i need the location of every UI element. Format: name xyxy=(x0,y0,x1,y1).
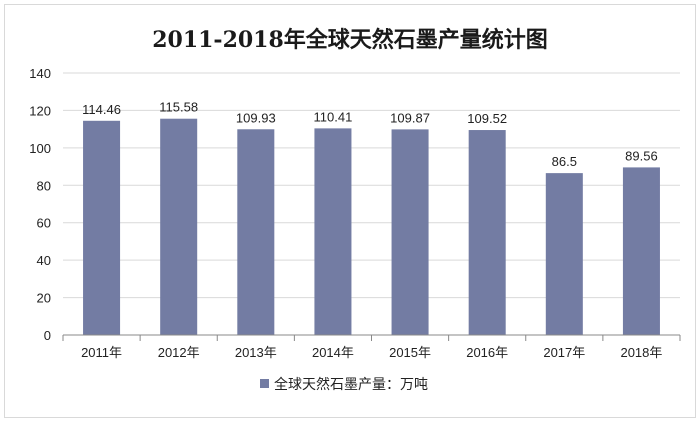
y-tick-label: 40 xyxy=(37,253,51,268)
x-tick-label: 2017年 xyxy=(543,345,585,360)
legend-label: 全球天然石墨产量：万吨 xyxy=(274,376,428,393)
bar xyxy=(314,128,352,335)
bar xyxy=(237,129,275,335)
y-tick-label: 140 xyxy=(29,66,51,81)
y-tick-label: 20 xyxy=(37,291,51,306)
bar xyxy=(83,120,121,335)
data-label: 114.46 xyxy=(82,102,121,117)
x-tick-label: 2015年 xyxy=(389,345,431,360)
bar xyxy=(622,167,660,335)
data-label: 89.56 xyxy=(625,148,658,163)
bar xyxy=(391,129,429,335)
data-label: 86.5 xyxy=(552,154,577,169)
y-tick-label: 0 xyxy=(44,328,51,343)
y-tick-label: 100 xyxy=(29,141,51,156)
chart-canvas: 2011-2018年全球天然石墨产量统计图 114.46 115.58 109.93… xyxy=(29,27,681,393)
x-tick-label: 2013年 xyxy=(235,345,277,360)
y-tick-label: 80 xyxy=(37,178,51,193)
bar xyxy=(160,118,198,335)
chart-frame: 2011-2018年全球天然石墨产量统计图 114.46 115.58 109.93… xyxy=(4,4,696,418)
bars-layer xyxy=(83,118,660,335)
y-tick-label: 120 xyxy=(29,103,51,118)
x-tick-label: 2016年 xyxy=(466,345,508,360)
legend: 全球天然石墨产量：万吨 xyxy=(260,376,428,393)
bar xyxy=(545,173,583,335)
y-tick-label: 60 xyxy=(37,216,51,231)
x-tick-label: 2018年 xyxy=(620,345,662,360)
bar xyxy=(468,130,506,335)
x-tick-label: 2012年 xyxy=(158,345,200,360)
data-label: 110.41 xyxy=(314,109,353,124)
x-axis: 2011年 2012年 2013年 2014年 2015年 2016年 2017年 2018年 xyxy=(62,334,681,360)
chart-title: 2011-2018年全球天然石墨产量统计图 xyxy=(152,27,548,53)
data-label: 115.58 xyxy=(159,100,198,115)
data-label: 109.93 xyxy=(236,110,276,125)
x-tick-label: 2011年 xyxy=(81,345,122,360)
x-tick-label: 2014年 xyxy=(312,345,354,360)
y-axis: 0 20 40 60 80 100 120 140 xyxy=(29,66,51,343)
data-labels-layer: 114.46 115.58 109.93 110.41 109.87 109.52 86.5… xyxy=(82,100,658,169)
data-label: 109.87 xyxy=(390,110,430,125)
legend-swatch xyxy=(260,379,269,388)
grid-layer xyxy=(63,72,680,336)
data-label: 109.52 xyxy=(467,111,507,126)
